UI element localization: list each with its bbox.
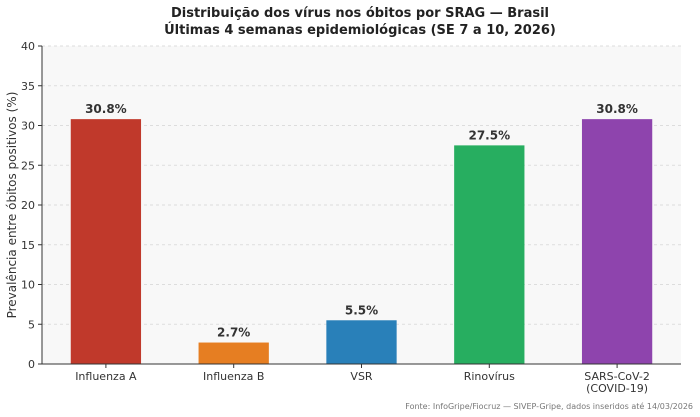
y-tick-label: 15 bbox=[21, 239, 35, 252]
y-axis-label: Prevalência entre óbitos positivos (%) bbox=[5, 92, 19, 319]
data-label: 2.7% bbox=[217, 326, 250, 340]
y-tick-label: 35 bbox=[21, 80, 35, 93]
y-tick-label: 40 bbox=[21, 40, 35, 53]
x-tick-label: VSR bbox=[350, 370, 373, 383]
y-tick-label: 10 bbox=[21, 279, 35, 292]
data-label: 30.8% bbox=[596, 102, 638, 116]
bar bbox=[454, 145, 525, 364]
x-tick-labels: Influenza A Influenza B VSR Rinovírus SARS-C… bbox=[75, 364, 650, 395]
y-tick-label: 25 bbox=[21, 159, 35, 172]
y-tick-label: 0 bbox=[28, 358, 35, 371]
x-tick-label: Influenza B bbox=[203, 370, 264, 383]
y-tick-label: 30 bbox=[21, 120, 35, 133]
y-tick-labels: 0 5 10 15 20 25 30 35 40 bbox=[21, 40, 42, 371]
y-tick-label: 20 bbox=[21, 199, 35, 212]
x-tick-label: SARS-CoV-2 (COVID-19) bbox=[584, 370, 650, 395]
chart-title: Distribuição dos vírus nos óbitos por SR… bbox=[171, 6, 549, 21]
data-label: 5.5% bbox=[345, 303, 378, 317]
x-tick-label: Rinovírus bbox=[464, 370, 515, 383]
bar bbox=[581, 119, 653, 364]
data-label: 30.8% bbox=[85, 102, 127, 116]
y-tick-label: 5 bbox=[28, 318, 35, 331]
chart-subtitle: Últimas 4 semanas epidemiológicas (SE 7 … bbox=[164, 22, 556, 38]
data-label: 27.5% bbox=[468, 128, 510, 142]
bars bbox=[70, 119, 653, 364]
x-tick-label: Influenza A bbox=[75, 370, 137, 383]
bar bbox=[326, 320, 397, 364]
source-note: Fonte: InfoGripe/Fiocruz — SIVEP-Gripe, … bbox=[405, 401, 693, 411]
bar bbox=[70, 119, 142, 364]
bar bbox=[198, 342, 269, 364]
data-labels: 30.8% 2.7% 5.5% 27.5% 30.8% bbox=[85, 102, 638, 339]
